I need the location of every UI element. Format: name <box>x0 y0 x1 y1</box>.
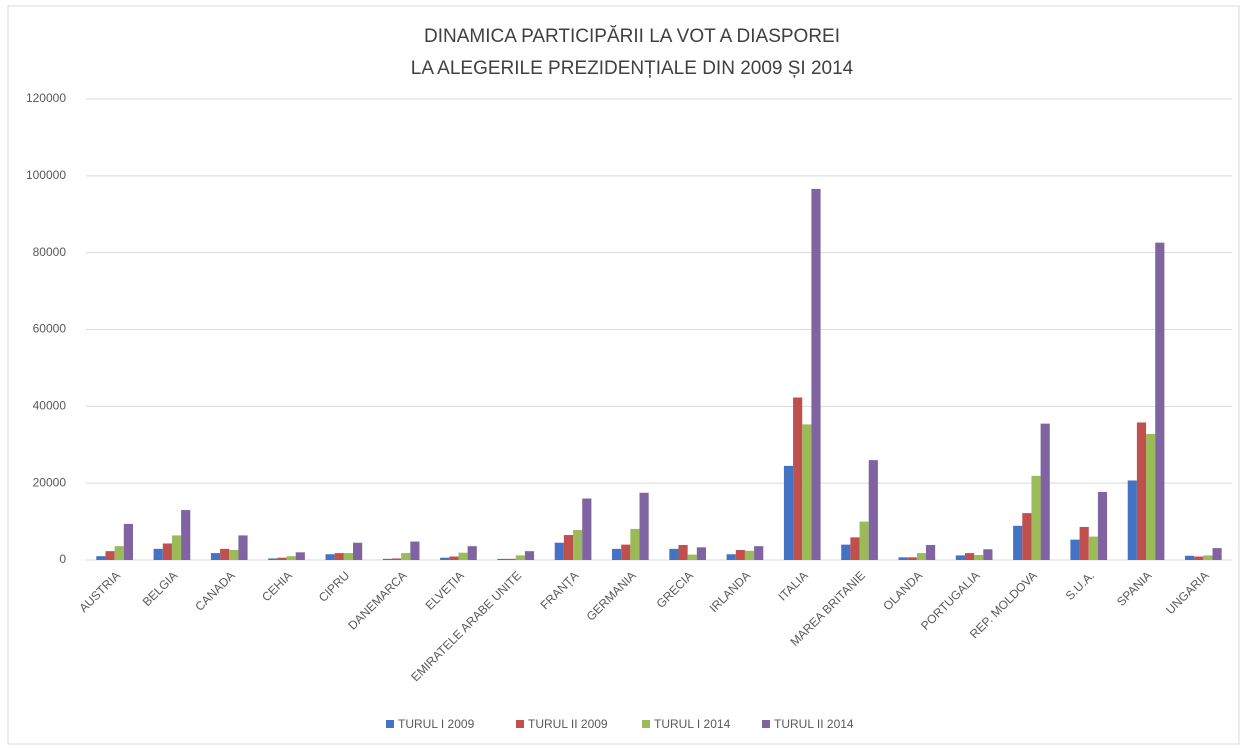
legend-swatch <box>386 720 394 728</box>
chart-title: DINAMICA PARTICIPĂRII LA VOT A DIASPOREI <box>424 26 840 47</box>
bar <box>467 546 477 560</box>
bar <box>391 558 402 560</box>
bar <box>983 549 993 560</box>
bar <box>630 528 640 560</box>
bar <box>573 530 583 560</box>
bar <box>238 535 248 560</box>
bar <box>563 535 574 560</box>
bar <box>898 557 908 560</box>
y-tick-label: 40000 <box>33 399 67 413</box>
bar <box>1155 242 1165 560</box>
bar <box>868 460 878 560</box>
y-tick-label: 100000 <box>26 168 66 182</box>
bar <box>1203 555 1213 560</box>
bar <box>123 523 133 560</box>
bar <box>1079 526 1089 560</box>
bar <box>1040 423 1050 560</box>
bar <box>1013 525 1023 560</box>
bar <box>220 548 230 560</box>
bar <box>554 542 564 560</box>
legend-swatch <box>642 720 650 728</box>
legend-label: TURUL II 2009 <box>528 717 608 731</box>
bar <box>449 556 459 560</box>
bar <box>811 188 821 560</box>
bar <box>1136 422 1147 560</box>
bar <box>669 548 679 560</box>
bar <box>1194 556 1204 560</box>
bar <box>353 542 363 560</box>
bar <box>678 545 688 560</box>
y-tick-label: 20000 <box>33 475 67 489</box>
bar <box>401 553 411 560</box>
bar <box>105 551 115 560</box>
y-tick-label: 60000 <box>33 322 67 336</box>
bar <box>286 556 296 560</box>
bar <box>295 552 305 560</box>
bar <box>440 557 450 560</box>
y-tick-label: 120000 <box>26 91 66 105</box>
bar <box>497 558 507 560</box>
bar <box>916 553 927 560</box>
bar <box>726 554 736 560</box>
bar <box>334 553 344 560</box>
legend-label: TURUL I 2014 <box>654 717 731 731</box>
bar <box>524 551 535 560</box>
bar <box>1097 492 1108 560</box>
bar <box>515 555 525 560</box>
bar <box>181 510 191 560</box>
bar <box>744 550 755 560</box>
bar <box>458 552 468 560</box>
bar <box>114 546 124 560</box>
bar <box>639 492 649 560</box>
bar <box>325 554 335 560</box>
bar <box>268 558 278 560</box>
bar <box>612 548 622 560</box>
legend-swatch <box>516 720 524 728</box>
bar <box>783 465 794 560</box>
bar <box>1070 539 1080 560</box>
bar <box>582 498 592 560</box>
bar <box>1088 536 1098 560</box>
bar <box>343 553 354 560</box>
bar <box>687 554 697 560</box>
bar <box>974 555 984 560</box>
legend-swatch <box>762 720 770 728</box>
chart-border <box>7 5 1240 745</box>
bar <box>153 548 163 560</box>
bar <box>1031 475 1041 560</box>
bar <box>926 545 936 560</box>
bar <box>1022 513 1032 560</box>
bar <box>1185 555 1195 560</box>
bar <box>802 424 812 560</box>
bar <box>696 547 706 560</box>
bar <box>907 557 917 560</box>
legend-label: TURUL I 2009 <box>398 717 475 731</box>
y-tick-label: 80000 <box>33 245 67 259</box>
bar <box>1146 433 1156 560</box>
bar <box>793 397 803 560</box>
bar <box>859 521 869 560</box>
bar <box>621 544 631 560</box>
bar <box>506 558 516 560</box>
bar <box>955 555 965 560</box>
chart-title: LA ALEGERILE PREZIDENȚIALE DIN 2009 ȘI 2… <box>411 58 854 79</box>
bar <box>1127 480 1137 560</box>
bar <box>277 557 287 560</box>
bar <box>735 550 745 560</box>
bar <box>171 535 182 560</box>
bar <box>1212 548 1222 560</box>
bar <box>210 553 221 560</box>
bar <box>964 553 975 560</box>
bar <box>382 558 392 560</box>
bar <box>841 544 851 560</box>
bar <box>850 537 860 560</box>
y-tick-label: 0 <box>59 552 66 566</box>
bar <box>754 546 764 560</box>
bar <box>96 556 106 560</box>
bar <box>229 550 239 560</box>
bar <box>410 541 420 560</box>
legend-label: TURUL II 2014 <box>774 717 854 731</box>
bar <box>162 543 172 560</box>
